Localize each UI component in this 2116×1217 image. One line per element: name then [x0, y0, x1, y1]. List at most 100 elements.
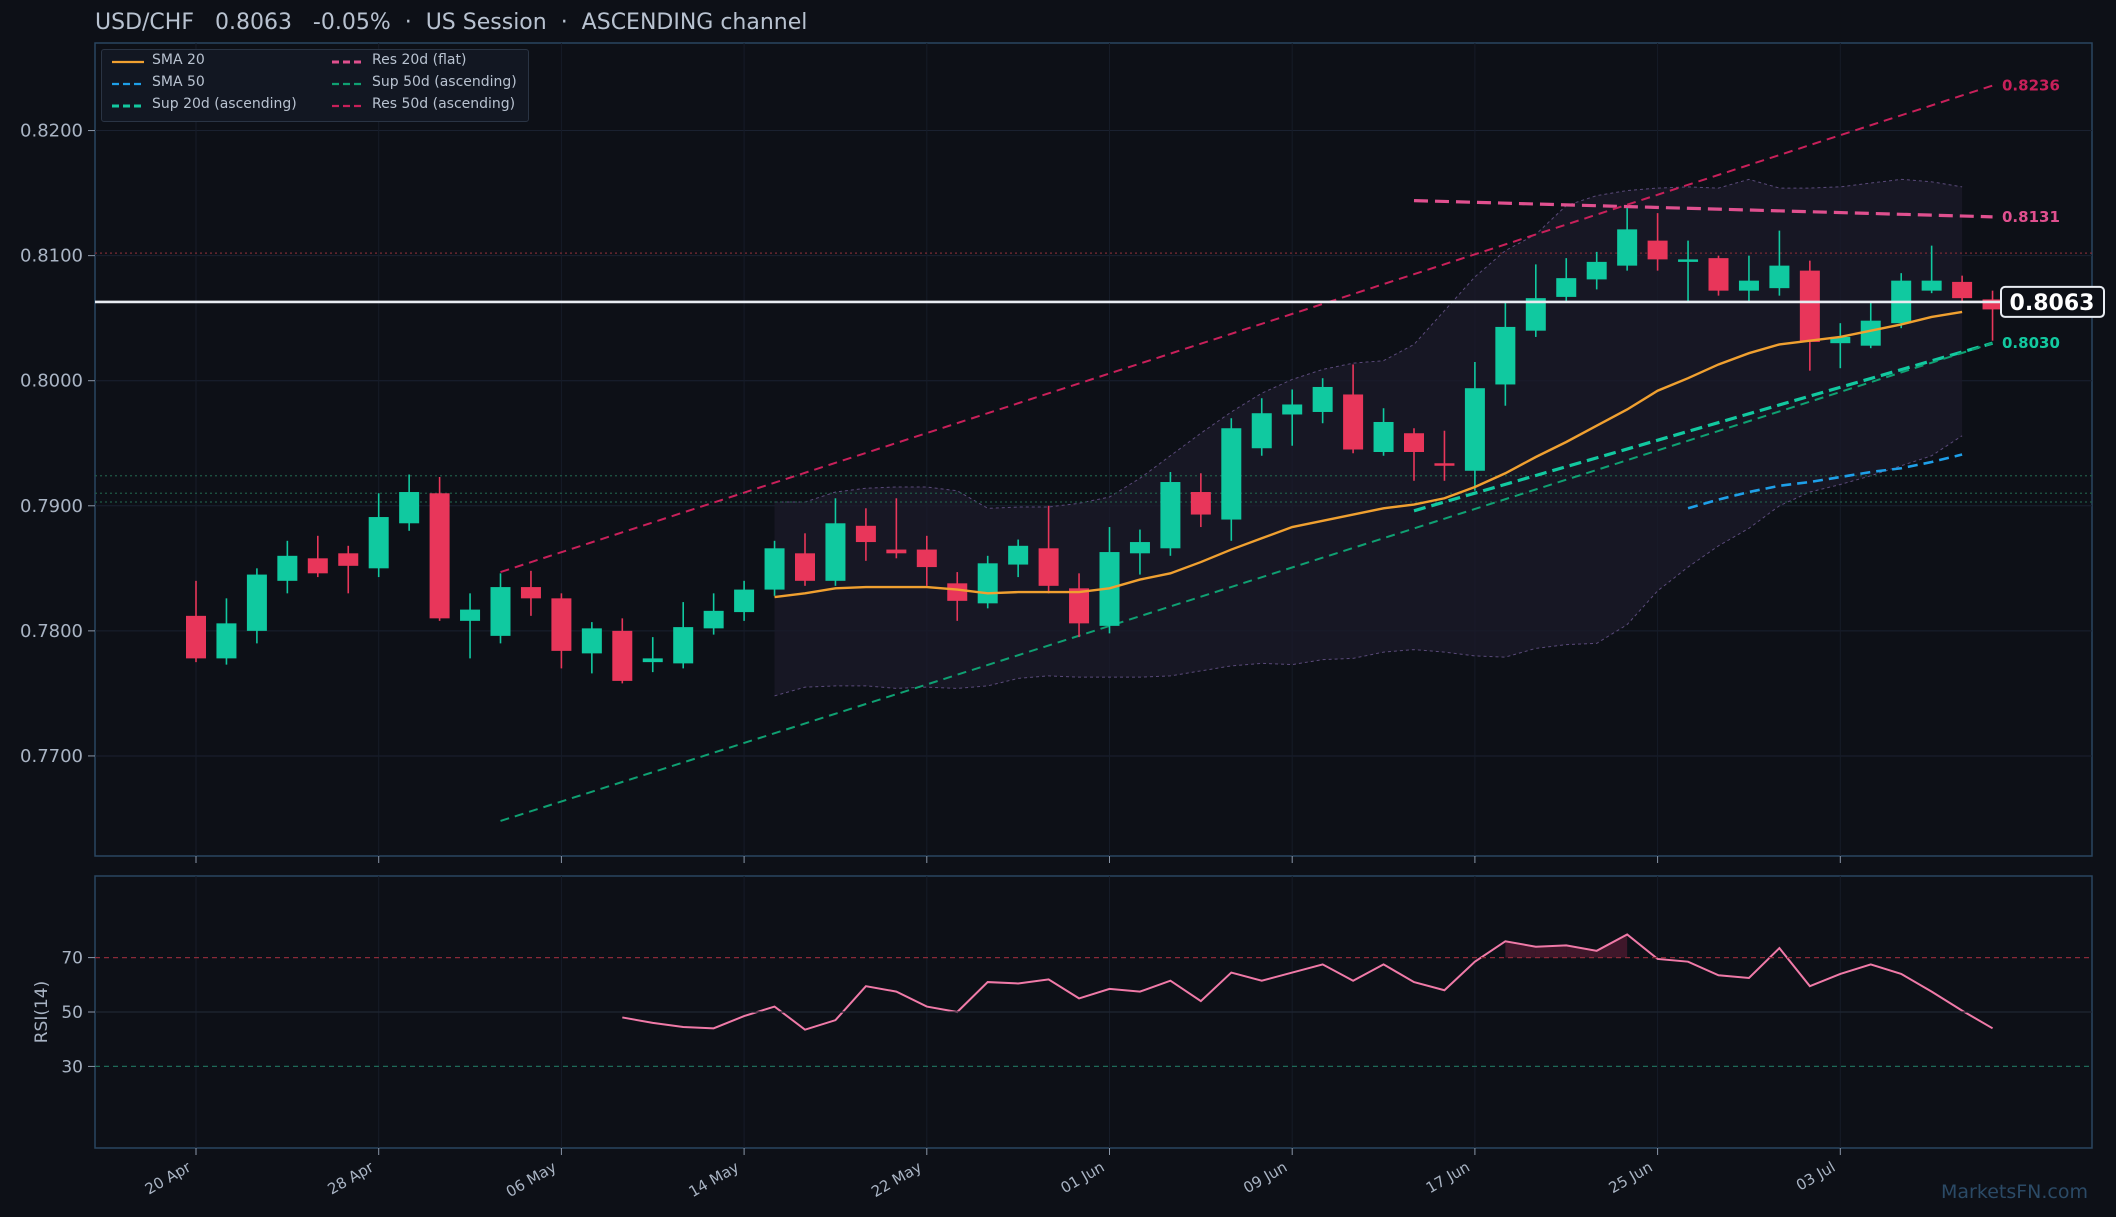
sma50-line — [1687, 453, 1963, 510]
candle — [1373, 408, 1394, 456]
candle — [1678, 240, 1699, 302]
candle — [977, 555, 998, 609]
candle — [1312, 378, 1333, 424]
candle — [307, 535, 328, 578]
candle — [1190, 473, 1211, 528]
bollinger-upper — [774, 178, 1963, 509]
candle-body — [429, 493, 450, 619]
candle — [1647, 213, 1668, 271]
candle — [520, 570, 541, 616]
legend-swatch — [112, 60, 144, 64]
candle — [764, 540, 785, 596]
candle — [581, 622, 602, 674]
candle — [1464, 361, 1485, 491]
candle — [368, 493, 389, 578]
candle-body — [246, 574, 267, 631]
candle-body — [1160, 482, 1181, 549]
candle — [429, 477, 450, 621]
candle — [246, 568, 267, 644]
candle — [673, 602, 694, 669]
legend-label: Sup 50d (ascending) — [372, 74, 517, 90]
legend-swatch — [332, 104, 364, 108]
candle-body — [1404, 433, 1424, 453]
rsi-line — [622, 933, 1994, 1031]
candle-body — [886, 549, 907, 554]
candle-body — [277, 555, 298, 581]
candle-body — [1434, 463, 1455, 466]
candle-body — [947, 583, 968, 601]
candle-body — [399, 492, 420, 524]
candle-body — [1129, 542, 1150, 554]
price-axis: 0.7700 0.7800 0.7900 0.8000 0.8100 0.8200 — [20, 121, 95, 767]
candle-body — [1586, 261, 1607, 280]
candle — [825, 498, 846, 586]
candle — [399, 474, 420, 531]
bollinger-bands — [774, 178, 1963, 697]
candle-body — [795, 553, 815, 581]
candle — [1343, 364, 1364, 454]
candle — [1129, 529, 1150, 575]
candle-body — [1708, 258, 1729, 291]
trend-lines — [500, 84, 1993, 822]
candle-body — [338, 553, 359, 566]
candle — [1221, 418, 1242, 541]
candle-body — [490, 587, 511, 636]
candle — [1586, 251, 1607, 290]
candle-body — [1525, 298, 1546, 331]
candle-body — [1069, 588, 1090, 624]
y-tick-label: 0.7900 — [20, 496, 83, 517]
legend-label: Res 50d (ascending) — [372, 96, 516, 112]
y-tick-label: 0.8200 — [20, 121, 83, 142]
legend-label: SMA 50 — [152, 74, 205, 90]
candle-body — [1738, 280, 1759, 291]
x-tick-label: 14 May — [686, 1158, 743, 1201]
candle — [1769, 230, 1790, 296]
legend-label: SMA 20 — [152, 52, 205, 68]
candle-body — [1830, 336, 1851, 344]
level-label: 0.8030 — [2002, 334, 2060, 352]
x-tick-label: 09 Jun — [1240, 1158, 1290, 1197]
candle — [642, 637, 663, 673]
y-tick-label: 0.7800 — [20, 621, 83, 642]
candle — [1008, 539, 1029, 578]
candle-body — [1343, 394, 1364, 450]
legend-swatch — [112, 82, 144, 86]
watermark: MarketsFN.com — [1941, 1181, 2088, 1203]
x-tick-label: 03 Jul — [1793, 1158, 1838, 1195]
x-tick-label: 22 May — [868, 1158, 925, 1201]
sma20-line — [774, 310, 1963, 599]
x-tick-label: 01 Jun — [1058, 1158, 1108, 1197]
candle — [886, 498, 907, 559]
legend-swatch — [332, 82, 364, 86]
trend-line — [1413, 341, 1993, 513]
candle-body — [1464, 388, 1485, 471]
candle — [1921, 245, 1942, 294]
candle — [1069, 573, 1090, 638]
candle — [1038, 505, 1059, 594]
candle — [1708, 255, 1729, 296]
candle — [916, 535, 937, 586]
candle — [1160, 472, 1181, 556]
candle — [1495, 301, 1516, 406]
candle — [734, 580, 755, 621]
candle — [1738, 255, 1759, 302]
candle-body — [1495, 326, 1516, 385]
rsi-tick-label: 30 — [61, 1057, 83, 1077]
candle-body — [520, 587, 541, 599]
candle-body — [1282, 404, 1303, 415]
x-tick-label: 20 Apr — [142, 1157, 195, 1198]
candle — [1830, 323, 1851, 369]
candle-body — [1647, 240, 1668, 260]
candle — [186, 580, 206, 663]
candle-body — [673, 627, 694, 664]
legend-swatch — [332, 60, 364, 64]
last-price-line: 0.8063 — [95, 285, 2105, 318]
candle — [612, 618, 633, 684]
candle-body — [581, 628, 602, 654]
trend-line — [1413, 198, 1993, 219]
level-label: 0.8236 — [2002, 77, 2060, 95]
rsi-tick-label: 70 — [61, 949, 83, 969]
candle — [1556, 258, 1577, 302]
trend-line — [500, 342, 1993, 822]
bollinger-lower — [774, 435, 1963, 697]
